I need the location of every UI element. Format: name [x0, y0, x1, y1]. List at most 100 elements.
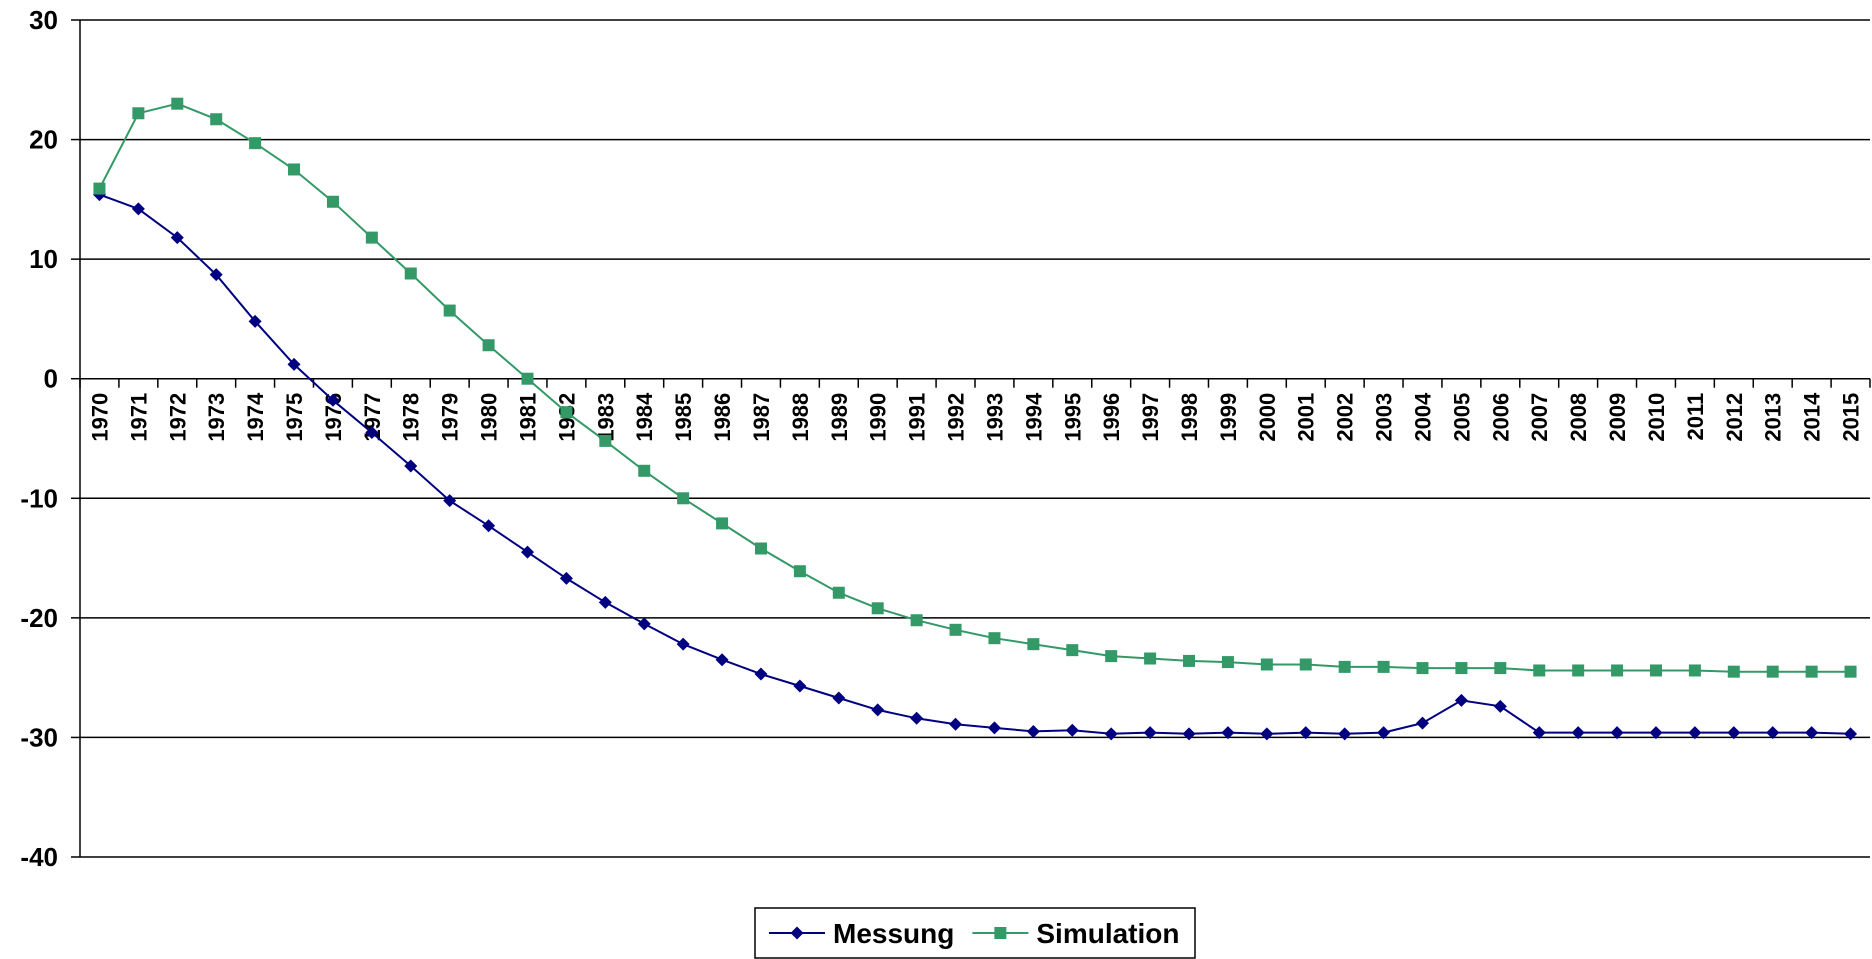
data-point-simulation — [1572, 664, 1585, 677]
x-tick-label: 1978 — [399, 393, 424, 442]
legend: Messung Simulation — [754, 907, 1196, 959]
data-point-messung — [559, 571, 573, 585]
y-axis: 30 20 10 0 -10 -20 -30 -40 — [20, 5, 81, 872]
data-point-messung — [910, 711, 924, 725]
x-tick-label: 1990 — [866, 393, 891, 442]
data-point-messung — [1610, 726, 1624, 740]
y-tick-label: -40 — [20, 842, 58, 872]
data-point-messung — [598, 595, 612, 609]
data-point-simulation — [482, 339, 495, 352]
x-tick-label: 1988 — [788, 393, 813, 442]
data-point-simulation — [1105, 650, 1118, 663]
x-tick-label: 1992 — [944, 393, 969, 442]
y-tick-label: 10 — [29, 244, 58, 274]
data-point-simulation — [1688, 664, 1701, 677]
data-point-simulation — [171, 97, 184, 110]
data-point-messung — [1143, 726, 1157, 740]
y-tick-label: 0 — [44, 364, 58, 394]
data-point-messung — [170, 231, 184, 245]
x-tick-label: 2008 — [1566, 393, 1591, 442]
data-point-messung — [676, 637, 690, 651]
data-point-messung — [871, 703, 885, 717]
data-point-messung — [1805, 726, 1819, 740]
legend-marker-simulation — [994, 927, 1007, 939]
data-point-messung — [715, 653, 729, 667]
data-point-messung — [832, 691, 846, 705]
data-point-simulation — [1649, 664, 1662, 677]
legend-marker-messung — [790, 926, 804, 940]
data-point-simulation — [1494, 662, 1507, 675]
data-point-simulation — [521, 372, 534, 385]
data-point-simulation — [93, 182, 106, 195]
data-point-simulation — [1766, 665, 1779, 678]
data-point-simulation — [1805, 665, 1818, 678]
x-tick-label: 2013 — [1761, 393, 1786, 442]
data-point-messung — [365, 426, 379, 440]
data-point-messung — [1454, 693, 1468, 707]
data-point-messung — [482, 519, 496, 533]
gridlines — [80, 19, 1870, 858]
x-tick-label: 2004 — [1411, 392, 1436, 442]
data-point-simulation — [949, 623, 962, 636]
data-point-messung — [1688, 726, 1702, 740]
x-tick-label: 1980 — [477, 393, 502, 442]
data-point-messung — [1844, 727, 1858, 741]
data-point-messung — [1416, 716, 1429, 730]
legend-label-messung: Messung — [833, 918, 954, 949]
x-tick-label: 1987 — [749, 393, 774, 442]
data-point-simulation — [210, 113, 223, 126]
data-point-simulation — [1183, 654, 1196, 667]
data-point-messung — [754, 667, 768, 681]
data-point-simulation — [677, 492, 690, 505]
data-point-simulation — [1338, 660, 1351, 673]
data-point-simulation — [443, 304, 456, 317]
y-tick-label: -10 — [20, 483, 58, 513]
x-tick-label: 1998 — [1177, 393, 1202, 442]
x-tick-label: 2010 — [1644, 393, 1669, 442]
x-tick-label: 1985 — [671, 393, 696, 442]
x-tick-label: 1970 — [87, 393, 112, 442]
x-tick-label: 1986 — [710, 393, 735, 442]
data-point-messung — [1338, 727, 1352, 741]
x-tick-label: 1984 — [632, 392, 657, 442]
data-point-messung — [131, 202, 145, 216]
data-point-simulation — [1066, 644, 1079, 657]
data-point-simulation — [560, 406, 573, 419]
series-line-simulation — [98, 102, 1851, 673]
data-point-simulation — [599, 434, 612, 447]
data-point-messung — [637, 617, 651, 631]
data-point-simulation — [249, 137, 262, 150]
data-point-messung — [1260, 727, 1274, 741]
y-tick-label: -20 — [20, 603, 58, 633]
data-point-messung — [1221, 726, 1235, 740]
x-tick-label: 2009 — [1605, 393, 1630, 442]
data-point-messung — [404, 459, 418, 473]
x-tick-label: 1991 — [905, 393, 930, 442]
series-line-messung — [99, 193, 1851, 735]
x-tick-label: 1979 — [438, 393, 463, 442]
data-point-messung — [949, 717, 963, 731]
x-tick-label: 2007 — [1527, 393, 1552, 442]
x-tick-label: 1995 — [1060, 393, 1085, 442]
x-tick-label: 2000 — [1255, 393, 1280, 442]
data-point-simulation — [288, 163, 301, 176]
x-tick-label: 1971 — [126, 393, 151, 442]
x-tick-label: 1989 — [827, 393, 852, 442]
data-point-simulation — [910, 614, 923, 627]
data-point-simulation — [793, 565, 806, 578]
data-point-messung — [1766, 726, 1780, 740]
data-point-simulation — [1416, 662, 1429, 675]
data-point-simulation — [1533, 664, 1546, 677]
x-tick-label: 1975 — [282, 393, 307, 442]
data-point-simulation — [132, 107, 145, 120]
data-point-messung — [1377, 726, 1391, 740]
series-group — [92, 97, 1858, 741]
data-point-simulation — [638, 464, 651, 477]
data-point-simulation — [1260, 658, 1273, 671]
data-point-messung — [326, 393, 340, 407]
data-point-messung — [1493, 699, 1507, 713]
y-tick-label: 20 — [29, 125, 58, 155]
x-tick-label: 2001 — [1294, 393, 1319, 442]
x-tick-label: 2012 — [1722, 393, 1747, 442]
